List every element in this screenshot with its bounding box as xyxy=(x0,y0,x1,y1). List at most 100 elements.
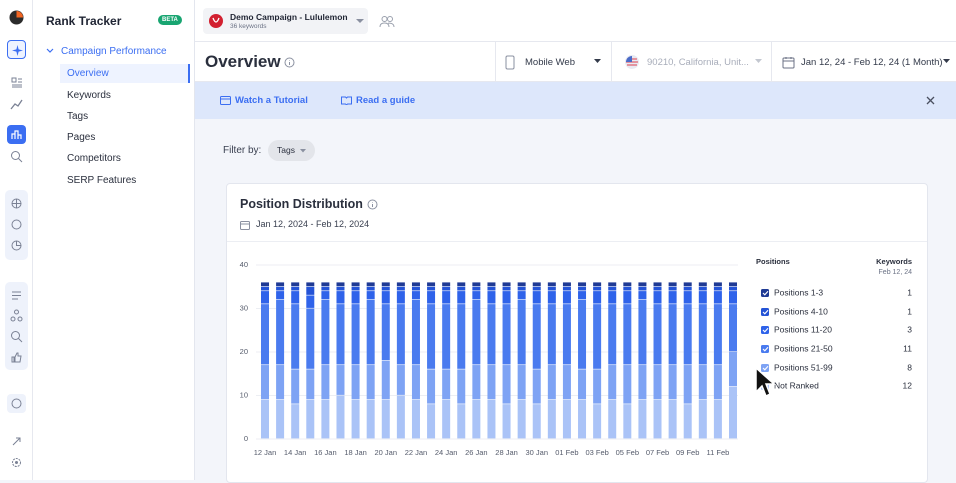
nav-item[interactable]: SERP Features xyxy=(67,175,137,186)
bar-segment xyxy=(698,282,707,287)
card-dates: Jan 12, 2024 - Feb 12, 2024 xyxy=(256,219,370,229)
header: Overview Mobile Web 90210, California, U… xyxy=(195,42,956,82)
tutorial-link[interactable]: Watch a Tutorial xyxy=(235,95,308,106)
nav-icon[interactable] xyxy=(7,286,26,305)
bar-segment xyxy=(562,286,571,291)
bar-segment xyxy=(608,399,617,439)
filter-chip[interactable]: Tags xyxy=(268,140,315,161)
filter-chip-label: Tags xyxy=(277,145,295,155)
bar-segment xyxy=(578,299,587,369)
bar-segment xyxy=(698,304,707,365)
info-icon[interactable] xyxy=(284,57,295,68)
checkmark xyxy=(762,346,769,352)
rank-tracker-icon[interactable] xyxy=(7,125,26,144)
bar-segment xyxy=(442,291,451,304)
legend-checkbox[interactable] xyxy=(761,289,769,297)
bar-segment xyxy=(653,286,662,291)
users-icon[interactable] xyxy=(379,14,395,28)
info-icon[interactable] xyxy=(367,199,378,210)
nav-item[interactable]: Competitors xyxy=(67,153,121,164)
caret xyxy=(356,19,364,23)
bar-segment xyxy=(472,399,481,439)
device-select[interactable]: Mobile Web xyxy=(495,42,611,82)
bar-segment xyxy=(502,291,511,304)
close-button[interactable] xyxy=(926,96,935,105)
bar-segment xyxy=(562,304,571,365)
legend-checkbox[interactable] xyxy=(761,308,769,316)
bar-segment xyxy=(336,395,345,439)
bar-segment xyxy=(411,299,420,365)
nav-icon[interactable] xyxy=(7,147,26,166)
bar-segment xyxy=(562,365,571,400)
bar-segment xyxy=(336,286,345,291)
checkmark xyxy=(762,290,769,296)
bar-segment xyxy=(532,369,541,404)
nav-icon[interactable] xyxy=(7,73,26,92)
legend-title: Positions xyxy=(756,257,790,266)
nav-icon[interactable] xyxy=(7,236,26,255)
nav-item[interactable]: Overview xyxy=(67,68,109,79)
calendar-icon xyxy=(240,221,250,230)
checkmark xyxy=(762,309,769,315)
bar-segment xyxy=(713,286,722,291)
bar-segment xyxy=(306,369,315,400)
legend-checkbox[interactable] xyxy=(761,345,769,353)
legend-checkbox[interactable] xyxy=(761,326,769,334)
nav-item[interactable]: Keywords xyxy=(67,90,111,101)
bar-segment xyxy=(698,286,707,291)
bar-segment xyxy=(668,365,677,400)
legend-checkbox[interactable] xyxy=(761,364,769,372)
bar-segment xyxy=(578,282,587,287)
campaign-selector[interactable]: Demo Campaign - Lululemon 36 keywords xyxy=(203,8,368,34)
bar-segment xyxy=(623,365,632,404)
location-select[interactable]: 90210, California, Unit... xyxy=(611,42,771,82)
icon-group xyxy=(5,282,28,370)
bar-segment xyxy=(638,286,647,291)
page-title: Overview xyxy=(205,52,281,71)
bar-segment xyxy=(472,286,481,291)
checkmark xyxy=(762,327,769,333)
bar-segment xyxy=(457,304,466,369)
device-icon xyxy=(505,55,515,69)
bar-segment xyxy=(261,286,269,291)
bar-segment xyxy=(653,282,662,287)
ai-icon[interactable] xyxy=(7,40,26,59)
nav-icon[interactable] xyxy=(7,394,26,413)
bar-segment xyxy=(487,291,496,304)
guide-link[interactable]: Read a guide xyxy=(356,95,416,106)
nav-icon[interactable] xyxy=(7,432,26,451)
bar-segment xyxy=(683,304,692,365)
settings-icon[interactable] xyxy=(7,453,26,472)
nav-icon[interactable] xyxy=(7,215,26,234)
nav-icon[interactable] xyxy=(7,306,26,325)
bar-segment xyxy=(321,365,330,400)
bar-segment xyxy=(487,365,496,400)
bar-segment xyxy=(593,369,602,404)
bar-segment xyxy=(638,365,647,400)
bar-segment xyxy=(336,282,345,287)
nav-icon[interactable] xyxy=(7,95,26,114)
nav-icon[interactable] xyxy=(7,348,26,367)
bar-segment xyxy=(396,395,405,439)
bar-segment xyxy=(291,291,300,304)
date-select[interactable]: Jan 12, 24 - Feb 12, 24 (1 Month) xyxy=(771,42,956,82)
bar-segment xyxy=(321,286,330,291)
bar-segment xyxy=(411,291,420,300)
bar-segment xyxy=(487,399,496,439)
nav-item[interactable]: Tags xyxy=(67,111,89,122)
bar-segment xyxy=(578,286,587,291)
section-title[interactable]: Campaign Performance xyxy=(61,46,167,57)
bar-segment xyxy=(442,399,451,439)
x-tick-label: 01 Feb xyxy=(555,448,578,457)
nav-item[interactable]: Pages xyxy=(67,132,96,143)
y-tick-label: 20 xyxy=(240,347,248,356)
nav-icon[interactable] xyxy=(7,194,26,213)
caret xyxy=(300,149,306,153)
nav-icon[interactable] xyxy=(7,327,26,346)
bar-segment xyxy=(608,282,617,287)
bar-segment xyxy=(562,282,571,287)
bar-segment xyxy=(517,399,526,439)
x-tick-label: 07 Feb xyxy=(646,448,669,457)
bar-segment xyxy=(381,304,390,361)
